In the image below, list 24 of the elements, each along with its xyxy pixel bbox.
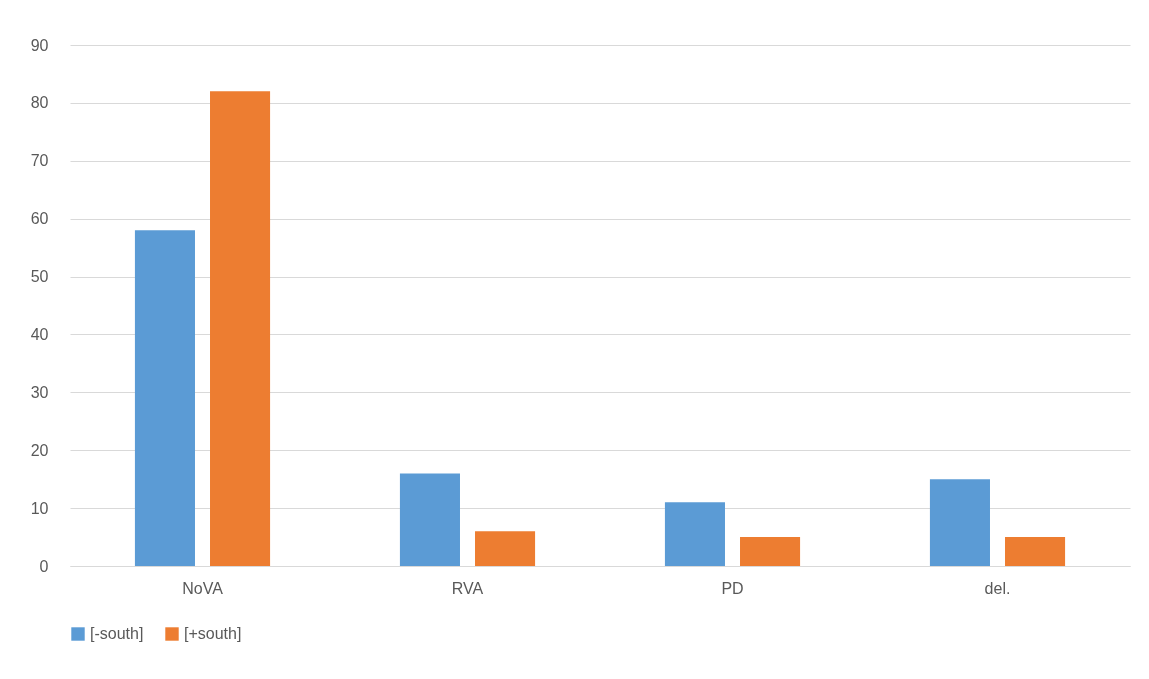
bar: [399, 473, 460, 566]
bar: [1005, 537, 1066, 566]
bar: [134, 230, 195, 566]
y-tick-label: 0: [39, 557, 49, 575]
bar: [740, 537, 801, 566]
bar: [475, 531, 536, 566]
x-tick-label: del.: [984, 579, 1011, 597]
y-tick-label: 20: [30, 441, 49, 459]
y-tick-label: 10: [30, 499, 49, 517]
x-tick-label: PD: [721, 579, 744, 597]
y-tick-label: 40: [30, 325, 49, 343]
y-tick-label: 30: [30, 383, 49, 401]
legend-label: [-south]: [90, 625, 144, 642]
y-tick-label: 90: [30, 36, 49, 54]
x-tick-label: NoVA: [182, 579, 224, 597]
x-tick-label: RVA: [451, 579, 484, 597]
bar: [929, 479, 990, 566]
y-tick-label: 50: [30, 268, 49, 286]
y-tick-label: 70: [30, 152, 49, 170]
bar: [210, 91, 271, 566]
y-tick-label: 80: [30, 94, 49, 112]
y-tick-label: 60: [30, 210, 49, 228]
legend-label: [+south]: [184, 625, 242, 642]
bar: [664, 502, 725, 566]
